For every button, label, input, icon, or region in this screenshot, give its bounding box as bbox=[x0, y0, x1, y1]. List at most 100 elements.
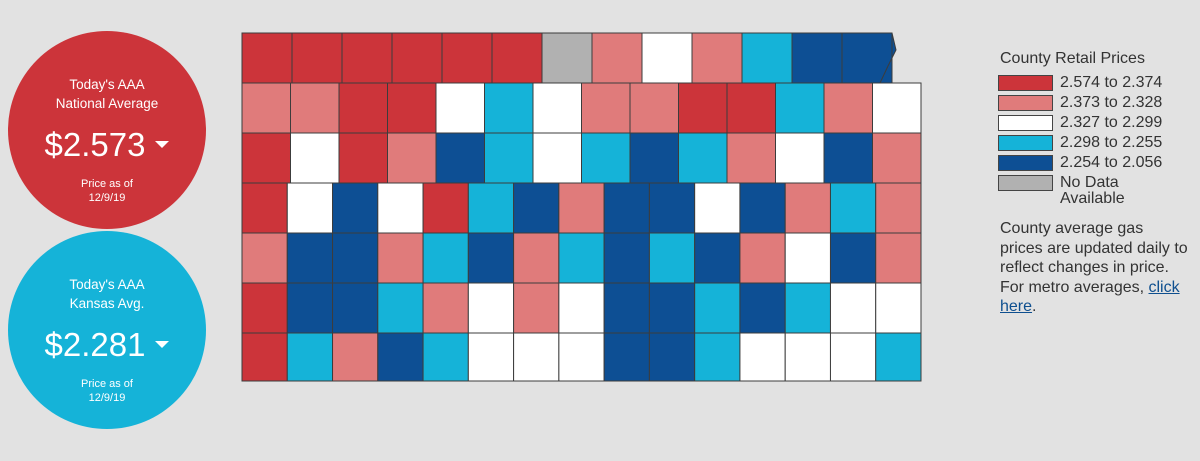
county-r6-c8 bbox=[603, 332, 650, 382]
county-r4-c10 bbox=[694, 232, 741, 284]
county-r5-c9 bbox=[648, 282, 696, 334]
national-average-label: Today's AAA National Average bbox=[55, 77, 159, 111]
county-r3-c6 bbox=[513, 182, 560, 234]
county-r5-c14 bbox=[875, 282, 922, 334]
county-r5-c5 bbox=[467, 282, 515, 334]
county-r5-c1 bbox=[286, 282, 334, 334]
county-r0-c7 bbox=[591, 32, 643, 84]
county-r2-c13 bbox=[872, 132, 922, 184]
county-r2-c12 bbox=[823, 132, 873, 184]
legend-item-no-data: No Data Available bbox=[998, 175, 1194, 211]
county-r6-c3 bbox=[377, 332, 424, 382]
county-r6-c4 bbox=[422, 332, 469, 382]
county-r5-c12 bbox=[784, 282, 831, 334]
county-r4-c8 bbox=[603, 232, 650, 284]
kansas-average-date: Price as of 12/9/19 bbox=[81, 378, 133, 404]
legend-item-red: 2.574 to 2.374 bbox=[998, 75, 1194, 95]
county-r6-c1 bbox=[286, 332, 334, 382]
county-r4-c3 bbox=[377, 232, 424, 284]
county-r6-c0 bbox=[241, 332, 288, 382]
county-r6-c12 bbox=[784, 332, 831, 382]
caret-down-icon bbox=[155, 140, 170, 148]
county-r0-c8 bbox=[641, 32, 693, 84]
county-r2-c11 bbox=[775, 132, 825, 184]
county-r6-c14 bbox=[875, 332, 922, 382]
county-r1-c6 bbox=[532, 82, 582, 134]
county-r3-c2 bbox=[332, 182, 379, 234]
county-r2-c2 bbox=[338, 132, 388, 184]
county-r3-c0 bbox=[241, 182, 288, 234]
county-r5-c3 bbox=[377, 282, 424, 334]
county-r5-c2 bbox=[332, 282, 379, 334]
county-r1-c13 bbox=[872, 82, 922, 134]
county-r3-c11 bbox=[739, 182, 786, 234]
county-r1-c9 bbox=[678, 82, 728, 134]
county-northeast-corner bbox=[879, 32, 897, 84]
county-r2-c10 bbox=[726, 132, 776, 184]
legend-title: County Retail Prices bbox=[1000, 50, 1145, 67]
county-r1-c3 bbox=[387, 82, 437, 134]
county-r2-c7 bbox=[581, 132, 631, 184]
legend: County Retail Prices 2.574 to 2.374 2.37… bbox=[998, 50, 1194, 317]
national-average-price: $2.573 bbox=[8, 125, 206, 165]
county-r4-c6 bbox=[513, 232, 560, 284]
county-r4-c0 bbox=[241, 232, 288, 284]
county-r6-c5 bbox=[467, 332, 515, 382]
county-r4-c1 bbox=[286, 232, 334, 284]
legend-item-cyan: 2.298 to 2.255 bbox=[998, 135, 1194, 155]
county-r2-c0 bbox=[241, 132, 291, 184]
county-r4-c11 bbox=[739, 232, 786, 284]
kansas-average-price: $2.281 bbox=[8, 325, 206, 365]
county-r0-c4 bbox=[441, 32, 493, 84]
county-r4-c5 bbox=[467, 232, 515, 284]
county-r5-c0 bbox=[241, 282, 288, 334]
county-r6-c7 bbox=[558, 332, 605, 382]
county-r4-c13 bbox=[829, 232, 877, 284]
county-r4-c4 bbox=[422, 232, 469, 284]
county-r3-c7 bbox=[558, 182, 605, 234]
county-r3-c10 bbox=[694, 182, 741, 234]
county-r3-c14 bbox=[875, 182, 922, 234]
county-r0-c10 bbox=[741, 32, 793, 84]
county-r2-c6 bbox=[532, 132, 582, 184]
county-r2-c5 bbox=[484, 132, 534, 184]
county-r3-c9 bbox=[648, 182, 696, 234]
update-note: County average gas prices are updated da… bbox=[1000, 220, 1188, 316]
county-r5-c6 bbox=[513, 282, 560, 334]
county-r5-c7 bbox=[558, 282, 605, 334]
county-r0-c9 bbox=[691, 32, 743, 84]
county-r3-c13 bbox=[829, 182, 877, 234]
county-r3-c3 bbox=[377, 182, 424, 234]
county-r4-c9 bbox=[648, 232, 696, 284]
caret-down-icon bbox=[155, 340, 170, 348]
county-r3-c5 bbox=[467, 182, 515, 234]
kansas-average-label: Today's AAA Kansas Avg. bbox=[69, 277, 145, 311]
county-r0-c11 bbox=[791, 32, 843, 84]
county-r5-c8 bbox=[603, 282, 650, 334]
county-r1-c1 bbox=[290, 82, 340, 134]
county-r3-c12 bbox=[784, 182, 831, 234]
county-r0-c5 bbox=[491, 32, 543, 84]
county-r1-c2 bbox=[338, 82, 388, 134]
legend-swatch-white bbox=[998, 115, 1053, 131]
county-r1-c5 bbox=[484, 82, 534, 134]
county-r0-c0 bbox=[241, 32, 293, 84]
county-r6-c6 bbox=[513, 332, 560, 382]
county-r1-c7 bbox=[581, 82, 631, 134]
county-r0-c2 bbox=[341, 32, 393, 84]
county-r1-c11 bbox=[775, 82, 825, 134]
county-r4-c14 bbox=[875, 232, 922, 284]
county-r5-c10 bbox=[694, 282, 741, 334]
legend-items: 2.574 to 2.374 2.373 to 2.328 2.327 to 2… bbox=[998, 75, 1194, 211]
county-r1-c10 bbox=[726, 82, 776, 134]
county-r0-c3 bbox=[391, 32, 443, 84]
national-average-date: Price as of 12/9/19 bbox=[81, 178, 133, 204]
county-r2-c3 bbox=[387, 132, 437, 184]
county-r6-c9 bbox=[648, 332, 696, 382]
county-r3-c8 bbox=[603, 182, 650, 234]
legend-swatch-red bbox=[998, 75, 1053, 91]
county-r2-c8 bbox=[629, 132, 679, 184]
metro-averages-link[interactable]: click here bbox=[1000, 278, 1180, 316]
county-r4-c12 bbox=[784, 232, 831, 284]
